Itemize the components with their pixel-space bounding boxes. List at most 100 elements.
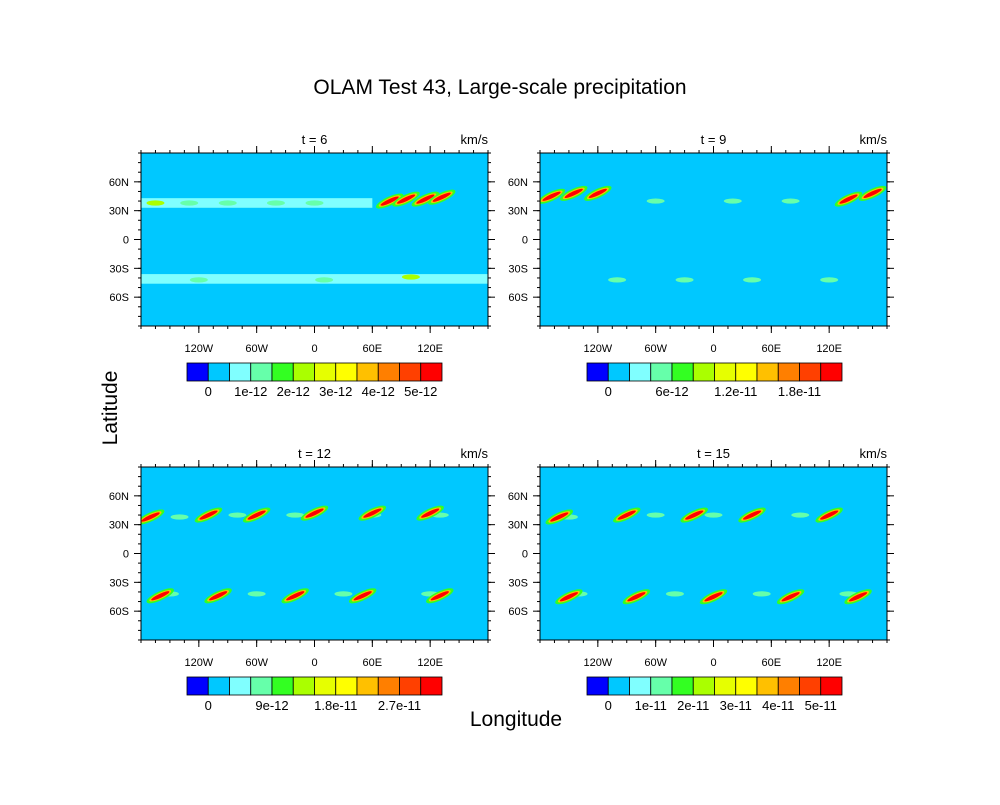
precip-streak bbox=[204, 588, 232, 604]
colorbar-swatch bbox=[271, 362, 294, 382]
precip-streak bbox=[699, 589, 728, 605]
colorbar: 0 9e-12 1.8e-11 2.7e-11 bbox=[186, 676, 443, 713]
colorbar-swatch bbox=[586, 676, 609, 696]
colorbar-swatch bbox=[756, 676, 779, 696]
colorbar-swatch bbox=[250, 362, 273, 382]
precip-streak bbox=[613, 507, 641, 523]
colorbar-label: 0 bbox=[605, 384, 612, 399]
precip-cell bbox=[781, 198, 800, 204]
precip-cell bbox=[189, 277, 208, 283]
colorbar-swatch bbox=[229, 676, 252, 696]
precip-streak bbox=[738, 507, 766, 523]
colorbar-swatch bbox=[292, 676, 315, 696]
panel-background bbox=[141, 467, 488, 640]
precip-cell bbox=[315, 277, 334, 283]
colorbar-swatch bbox=[714, 676, 737, 696]
panel-units: km/s bbox=[860, 132, 888, 147]
colorbar-swatch bbox=[356, 676, 379, 696]
colorbar-swatch bbox=[377, 676, 400, 696]
precip-cell bbox=[170, 514, 189, 520]
colorbar-label: 0 bbox=[205, 384, 212, 399]
colorbar-swatch bbox=[335, 676, 358, 696]
colorbar-label: 4e-11 bbox=[762, 698, 794, 713]
x-tick-label: 60E bbox=[762, 343, 782, 355]
precip-cell bbox=[723, 198, 742, 204]
precip-streak bbox=[375, 193, 404, 209]
colorbar-label: 1e-12 bbox=[234, 384, 267, 399]
precip-streak bbox=[392, 191, 420, 207]
precip-cell bbox=[752, 591, 771, 597]
colorbar-swatch bbox=[607, 362, 630, 382]
precip-field bbox=[141, 189, 488, 284]
colorbar-swatch bbox=[186, 676, 209, 696]
x-tick-label: 60E bbox=[762, 657, 782, 669]
y-tick-label: 60N bbox=[508, 177, 528, 189]
x-tick-label: 120E bbox=[417, 657, 443, 669]
precip-cell bbox=[218, 200, 237, 206]
colorbar-swatch bbox=[356, 362, 379, 382]
colorbar-label: 0 bbox=[205, 698, 212, 713]
colorbar-swatch bbox=[250, 676, 273, 696]
x-tick-label: 60E bbox=[363, 657, 383, 669]
x-tick-label: 60W bbox=[245, 343, 268, 355]
precip-cell bbox=[146, 200, 165, 206]
x-tick-label: 60W bbox=[644, 343, 667, 355]
colorbar-swatch bbox=[186, 362, 209, 382]
colorbar-swatch bbox=[586, 362, 609, 382]
x-tick-label: 120W bbox=[583, 343, 612, 355]
colorbar-swatch bbox=[799, 362, 822, 382]
precip-cell bbox=[791, 512, 810, 518]
y-tick-label: 30S bbox=[109, 263, 129, 275]
colorbar-label: 2e-11 bbox=[677, 698, 709, 713]
colorbar-swatch bbox=[671, 362, 694, 382]
precip-band bbox=[141, 274, 488, 284]
y-tick-label: 60S bbox=[508, 606, 528, 618]
x-axis-label: Longitude bbox=[470, 708, 562, 731]
precip-streak bbox=[858, 185, 887, 201]
colorbar: 0 1e-11 2e-11 3e-11 4e-11 5e-11 bbox=[586, 676, 843, 713]
colorbar-swatch bbox=[607, 676, 630, 696]
colorbar-swatch bbox=[629, 362, 652, 382]
panel-units: km/s bbox=[461, 446, 489, 461]
y-tick-label: 0 bbox=[522, 549, 528, 561]
colorbar-swatch bbox=[650, 362, 673, 382]
panel-4: 120W 60W 0 60E 120E 60N 30N 0 30S 60S t = 15 km/s 0 1… bbox=[508, 446, 894, 713]
precip-cell bbox=[305, 200, 324, 206]
y-tick-label: 30N bbox=[508, 206, 528, 218]
precip-streak bbox=[540, 188, 566, 204]
precip-streak bbox=[545, 509, 574, 525]
colorbar-label: 6e-12 bbox=[655, 384, 688, 399]
x-tick-label: 120W bbox=[583, 657, 612, 669]
precip-cell bbox=[646, 512, 665, 518]
colorbar-swatch bbox=[692, 676, 715, 696]
colorbar-label: 2e-12 bbox=[277, 384, 310, 399]
colorbar-swatch bbox=[207, 362, 230, 382]
x-tick-label: 120W bbox=[184, 343, 213, 355]
precip-cell bbox=[266, 200, 285, 206]
x-tick-label: 0 bbox=[311, 657, 317, 669]
y-axis-label: Latitude bbox=[99, 371, 122, 446]
precip-streak bbox=[426, 588, 454, 604]
precip-streak bbox=[844, 589, 872, 605]
colorbar-swatch bbox=[420, 676, 443, 696]
colorbar-swatch bbox=[692, 362, 715, 382]
colorbar-swatch bbox=[207, 676, 230, 696]
y-tick-label: 30S bbox=[508, 577, 528, 589]
panel-1: 120W 60W 0 60E 120E 60N 30N 0 30S 60S t = 6 km/s 0 1e… bbox=[109, 132, 495, 399]
precip-cell bbox=[608, 277, 627, 283]
x-tick-label: 120E bbox=[417, 343, 443, 355]
precip-streak bbox=[411, 191, 440, 207]
panel-title: t = 6 bbox=[302, 132, 328, 147]
precip-band bbox=[141, 198, 373, 208]
colorbar-swatch bbox=[314, 676, 337, 696]
precip-streak bbox=[815, 507, 843, 523]
colorbar-swatch bbox=[420, 362, 443, 382]
panel-title: t = 15 bbox=[697, 446, 730, 461]
colorbar-swatch bbox=[229, 362, 252, 382]
colorbar-label: 5e-12 bbox=[404, 384, 437, 399]
precip-streak bbox=[776, 589, 805, 605]
precip-streak bbox=[560, 185, 588, 201]
precip-streak bbox=[584, 185, 612, 201]
x-tick-label: 0 bbox=[710, 657, 716, 669]
